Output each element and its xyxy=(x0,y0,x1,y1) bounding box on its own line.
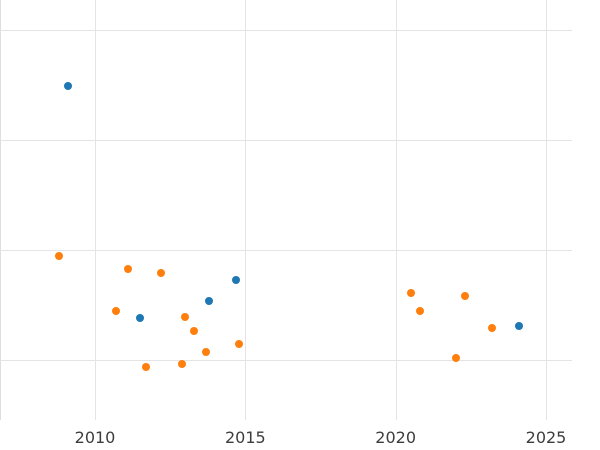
data-point-series-blue xyxy=(136,314,145,323)
data-point-series-orange xyxy=(202,348,211,357)
data-point-series-orange xyxy=(190,327,199,336)
data-point-series-blue xyxy=(232,275,241,284)
y-axis-edge xyxy=(0,0,1,420)
x-tick-label: 2010 xyxy=(74,428,116,447)
data-point-series-orange xyxy=(142,362,151,371)
data-point-series-orange xyxy=(487,324,496,333)
horizontal-gridline xyxy=(0,250,572,251)
vertical-gridline xyxy=(95,0,96,420)
data-point-series-orange xyxy=(124,264,133,273)
data-point-series-orange xyxy=(112,306,121,315)
vertical-gridline xyxy=(546,0,547,420)
data-point-series-orange xyxy=(181,313,190,322)
horizontal-gridline xyxy=(0,140,572,141)
vertical-gridline xyxy=(245,0,247,420)
data-point-series-orange xyxy=(178,360,187,369)
data-point-series-blue xyxy=(63,82,72,91)
data-point-series-orange xyxy=(54,251,63,260)
data-point-series-orange xyxy=(451,353,460,362)
data-point-series-blue xyxy=(514,321,523,330)
data-point-series-orange xyxy=(235,339,244,348)
data-point-series-blue xyxy=(205,296,214,305)
data-point-series-orange xyxy=(157,269,166,278)
x-tick-label: 2015 xyxy=(224,428,266,447)
data-point-series-orange xyxy=(460,292,469,301)
vertical-gridline xyxy=(395,0,397,420)
x-tick-label: 2020 xyxy=(375,428,417,447)
data-point-series-orange xyxy=(415,306,424,315)
data-point-series-orange xyxy=(406,288,415,297)
horizontal-gridline xyxy=(0,360,572,361)
x-tick-label: 2025 xyxy=(525,428,567,447)
horizontal-gridline xyxy=(0,30,572,31)
